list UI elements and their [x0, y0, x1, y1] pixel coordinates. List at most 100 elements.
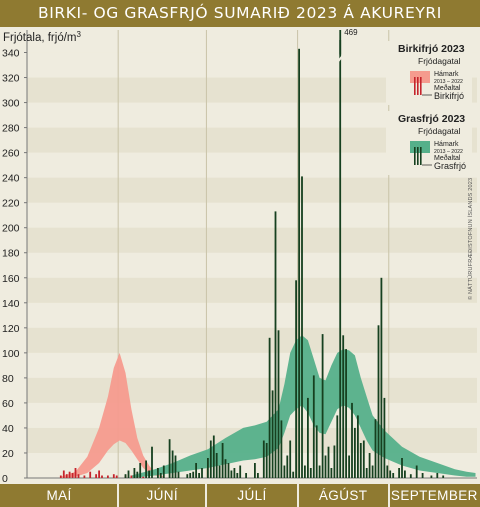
stripe-top: [27, 30, 477, 53]
birch-legend-bar-swatch: [414, 77, 416, 95]
grass-bar: [168, 439, 171, 478]
birch-bar: [142, 476, 145, 478]
birch-bar: [68, 471, 71, 478]
y-tick-label: 80: [2, 373, 14, 385]
grass-legend-max: Hámark: [434, 141, 459, 148]
stripe: [27, 227, 477, 253]
calendar-bands: [60, 335, 476, 478]
grass-bar: [348, 455, 350, 478]
grass-bar: [298, 48, 300, 479]
grass-legend-bar-swatch: [420, 147, 422, 165]
grass-legend-title: Grasfrjó 2023: [398, 113, 465, 125]
birch-calendar-band: [60, 352, 173, 478]
month-label: JÚLÍ: [237, 488, 267, 503]
grass-bar: [186, 474, 189, 478]
y-tick-label: 200: [2, 223, 20, 235]
y-tick-label: 160: [2, 273, 20, 285]
month-bar: MAÍ JÚNÍ JÚLÍ ÁGÚST SEPTEMBER: [0, 484, 480, 507]
y-axis-label: Frjótala, frjó/m3: [3, 30, 82, 44]
grass-bar: [124, 474, 127, 478]
grass-bar: [351, 402, 353, 478]
grass-bar: [415, 465, 418, 478]
grass-bar: [280, 420, 283, 478]
grass-bar: [174, 455, 177, 478]
grass-bar: [148, 470, 150, 478]
birch-bar: [71, 473, 74, 478]
birch-bar: [130, 475, 133, 478]
grass-bar: [230, 470, 233, 478]
month-separator: [296, 484, 299, 507]
chart-title: BIRKI- OG GRASFRJÓ SUMARIÐ 2023 Á AKUREY…: [0, 0, 480, 27]
grass-bar: [345, 349, 347, 478]
grass-bar: [162, 465, 165, 478]
grass-legend-series: Grasfrjó: [434, 161, 466, 171]
grass-bar: [209, 440, 212, 478]
grass-bar: [362, 440, 365, 478]
grass-bar: [365, 468, 368, 478]
grass-bar: [324, 455, 327, 478]
grass-bar: [265, 443, 268, 478]
y-tick-label: 300: [2, 98, 20, 110]
month-separator: [205, 484, 208, 507]
grass-bar: [257, 473, 259, 478]
y-tick-label: 0: [2, 473, 8, 485]
grass-bar: [212, 435, 215, 478]
birch-bar: [89, 471, 92, 478]
y-tick-label: 40: [2, 423, 14, 435]
birch-bar: [65, 474, 68, 478]
y-tick-label: 180: [2, 248, 20, 260]
grass-bar: [389, 470, 392, 478]
grass-bar: [304, 465, 306, 478]
birch-bar: [115, 475, 118, 478]
grass-bar: [368, 453, 371, 478]
month-label: SEPTEMBER: [390, 488, 478, 503]
grass-bar: [218, 465, 221, 478]
annotations: 469: [336, 28, 358, 64]
birch-bar: [95, 474, 97, 478]
grass-bar: [377, 325, 380, 478]
birch-bar: [107, 475, 109, 478]
grass-bar: [127, 470, 130, 478]
grass-bar: [354, 427, 356, 478]
month-label: JÚNÍ: [146, 488, 179, 503]
birch-legend-range: 2013 – 2022: [434, 79, 463, 85]
grass-bar: [159, 473, 162, 478]
y-tick-label: 260: [2, 148, 20, 160]
grass-bar: [224, 459, 227, 478]
y-tick-label: 60: [2, 398, 14, 410]
grass-bar: [245, 473, 247, 478]
grass-bar: [374, 419, 377, 478]
grass-bar: [201, 468, 203, 478]
grass-bar: [380, 277, 383, 478]
grass-bar: [236, 473, 239, 478]
grass-calendar-band: [131, 335, 476, 478]
grass-bar: [292, 471, 295, 478]
birch-bar: [101, 475, 103, 478]
grass-bar: [207, 458, 209, 478]
grass-bar: [239, 465, 242, 478]
grass-bar: [327, 446, 330, 478]
birch-bar: [62, 470, 65, 478]
birch-legend-bar-swatch: [420, 77, 422, 95]
grass-bar: [430, 475, 433, 478]
grass-bar: [227, 463, 230, 478]
y-tick-label: 100: [2, 348, 20, 360]
birch-legend-title: Birkifrjó 2023: [398, 43, 465, 55]
birch-bar: [83, 475, 86, 478]
grass-legend-mean: Meðaltal: [434, 154, 461, 162]
grass-bar: [357, 415, 359, 478]
y-tick-label: 120: [2, 323, 20, 335]
grass-bar: [139, 463, 142, 478]
birch-legend-max: Hámark: [434, 71, 459, 78]
y-tick-label: 340: [2, 48, 20, 60]
grass-bar: [386, 465, 389, 478]
grass-bar: [289, 440, 292, 478]
birch-legend-mean: Meðaltal: [434, 84, 461, 92]
grass-bar: [233, 468, 236, 478]
grass-bar: [383, 397, 386, 478]
grass-legend-bar-swatch: [417, 147, 419, 165]
grass-bar: [221, 443, 224, 478]
birch-bar: [112, 474, 115, 478]
grass-bar: [339, 40, 342, 478]
